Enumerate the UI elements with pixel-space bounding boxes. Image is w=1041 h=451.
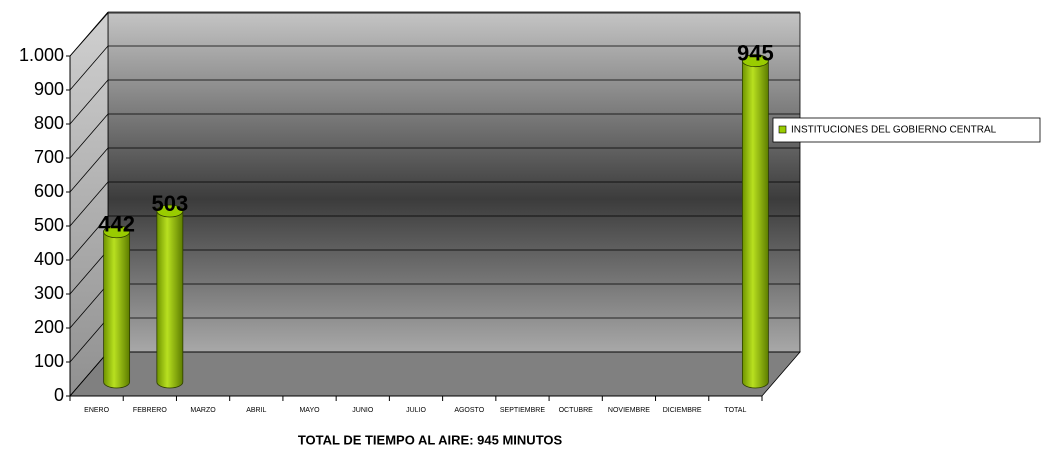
y-tick-label: 300 — [34, 283, 64, 303]
bar-top — [103, 225, 131, 239]
grid-line — [69, 113, 109, 159]
bar — [103, 225, 131, 389]
grid-line — [69, 249, 109, 295]
x-tick-label: JUNIO — [352, 407, 374, 414]
x-tick-label: NOVIEMBRE — [608, 407, 650, 414]
y-tick-label: 800 — [34, 113, 64, 133]
x-tick-label: MAYO — [299, 407, 320, 414]
x-tick-label: OCTUBRE — [559, 407, 594, 414]
x-tick-label: FEBRERO — [133, 407, 167, 414]
grid-line — [69, 317, 109, 363]
grid-line — [69, 215, 109, 261]
bar-top — [156, 204, 184, 218]
x-tick-label: TOTAL — [724, 407, 746, 414]
data-label: 945 — [737, 41, 774, 66]
y-tick-label: 700 — [34, 147, 64, 167]
x-tick-label: DICIEMBRE — [663, 407, 702, 414]
bars: 442 503 945 — [98, 41, 774, 389]
grid-line — [69, 283, 109, 329]
grid-line — [69, 181, 109, 227]
y-tick-label: 400 — [34, 249, 64, 269]
chart-title: TOTAL DE TIEMPO AL AIRE: 945 MINUTOS — [298, 432, 563, 447]
y-tick-label: 600 — [34, 181, 64, 201]
bar-top — [741, 54, 769, 68]
bar — [156, 204, 184, 389]
y-tick-label: 0 — [54, 385, 64, 405]
legend — [772, 117, 1041, 143]
x-tick-label: SEPTIEMBRE — [500, 407, 545, 414]
grid-line — [69, 147, 109, 193]
bar — [741, 54, 769, 389]
y-tick-label: 500 — [34, 215, 64, 235]
x-tick-label: ENERO — [84, 407, 109, 414]
y-tick-label: 100 — [34, 351, 64, 371]
x-tick-label: JULIO — [406, 407, 426, 414]
y-tick-label: 900 — [34, 79, 64, 99]
data-label: 503 — [151, 191, 188, 216]
legend-swatch — [778, 125, 787, 134]
data-label: 442 — [98, 212, 135, 237]
back-wall — [107, 12, 801, 353]
grid-line — [69, 11, 109, 57]
grid — [69, 11, 800, 397]
legend-label: INSTITUCIONES DEL GOBIERNO CENTRAL — [791, 125, 997, 136]
grid-line — [69, 351, 109, 397]
x-tick-label: MARZO — [190, 407, 216, 414]
grid-line — [69, 79, 109, 125]
x-tick-label: ABRIL — [246, 407, 266, 414]
x-tick-label: AGOSTO — [454, 407, 484, 414]
grid-line — [69, 45, 109, 91]
y-tick-label: 200 — [34, 317, 64, 337]
y-tick-label: 1.000 — [19, 45, 64, 65]
